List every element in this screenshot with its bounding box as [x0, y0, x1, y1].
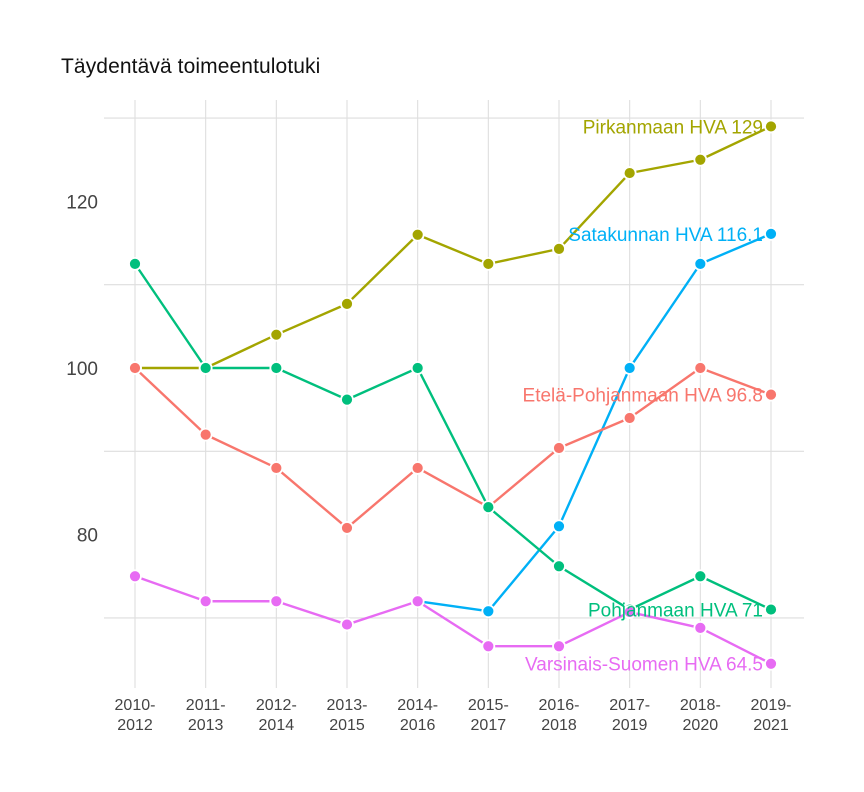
- data-point: [764, 226, 778, 241]
- data-point: [340, 296, 354, 311]
- data-point: [764, 119, 778, 134]
- series-etel-pohjanmaan-hva: [128, 361, 778, 535]
- y-tick-label: 100: [66, 359, 98, 380]
- series-line: [135, 125, 772, 370]
- end-label: Etelä-Pohjanmaan HVA 96.8: [523, 386, 763, 407]
- x-tick-label: 2019-2021: [751, 697, 792, 734]
- x-tick-label: 2010-2012: [115, 697, 156, 734]
- y-axis: 80 100 120: [66, 192, 98, 546]
- data-point: [340, 521, 354, 535]
- series-line: [134, 366, 772, 530]
- data-point: [340, 617, 354, 632]
- data-point: [622, 605, 637, 619]
- data-point: [693, 569, 708, 584]
- end-label: Varsinais-Suomen HVA 64.5: [525, 655, 763, 676]
- data-point: [269, 361, 284, 375]
- x-tick-label: 2013-2015: [327, 697, 368, 734]
- x-tick-label: 2017-2019: [609, 697, 650, 734]
- data-point: [128, 569, 142, 584]
- series-pirkanmaan-hva: [128, 119, 778, 375]
- data-point: [269, 327, 284, 342]
- x-tick-label: 2016-2018: [539, 697, 580, 734]
- chart-title: Täydentävä toimeentulotuki: [61, 55, 321, 78]
- data-point: [198, 361, 213, 375]
- data-point: [128, 361, 142, 375]
- data-point: [552, 519, 566, 534]
- data-point: [128, 256, 142, 271]
- end-label: Pohjanmaan HVA 71: [588, 601, 763, 622]
- x-tick-label: 2014-2016: [397, 697, 438, 734]
- x-tick-label: 2012-2014: [256, 697, 297, 734]
- data-point: [481, 256, 496, 271]
- series-line: [134, 263, 772, 611]
- end-label: Satakunnan HVA 116.1: [568, 225, 763, 246]
- x-tick-label: 2018-2020: [680, 697, 721, 734]
- data-point: [481, 639, 496, 654]
- series-line: [417, 232, 772, 613]
- data-point: [693, 361, 708, 375]
- data-point: [410, 594, 425, 609]
- series-line: [134, 575, 772, 665]
- data-point: [410, 361, 425, 375]
- data-point: [552, 639, 566, 654]
- x-axis: 2010-2012 2011-2013 2012-2014 2013-2015 2014…: [115, 697, 792, 734]
- data-point: [693, 152, 708, 167]
- data-point: [693, 256, 708, 271]
- data-point: [764, 387, 778, 402]
- series-satakunnan-hva: [417, 226, 778, 619]
- end-labels: Pirkanmaan HVA 129 Satakunnan HVA 116.1 Et…: [523, 117, 763, 675]
- x-tick-label: 2011-2013: [186, 697, 226, 734]
- data-point: [340, 392, 354, 407]
- end-label: Pirkanmaan HVA 129: [583, 117, 763, 138]
- series-varsinais-suomen-hva: [128, 569, 778, 671]
- data-point: [622, 166, 637, 180]
- data-point: [481, 604, 496, 619]
- data-point: [693, 620, 708, 635]
- y-tick-label: 80: [77, 526, 98, 547]
- data-point: [481, 500, 496, 515]
- data-point: [552, 559, 566, 574]
- series-lines: [128, 119, 778, 671]
- data-point: [198, 427, 213, 442]
- data-point: [198, 594, 213, 609]
- data-point: [410, 227, 425, 242]
- data-point: [764, 602, 778, 617]
- x-tick-label: 2015-2017: [468, 697, 509, 734]
- data-point: [410, 461, 425, 475]
- data-point: [552, 241, 566, 256]
- y-tick-label: 120: [66, 192, 98, 213]
- data-point: [622, 361, 637, 375]
- series-pohjanmaan-hva: [128, 256, 778, 617]
- data-point: [764, 656, 778, 671]
- data-point: [269, 461, 284, 475]
- data-point: [552, 441, 566, 455]
- data-point: [622, 411, 637, 425]
- data-point: [269, 594, 284, 609]
